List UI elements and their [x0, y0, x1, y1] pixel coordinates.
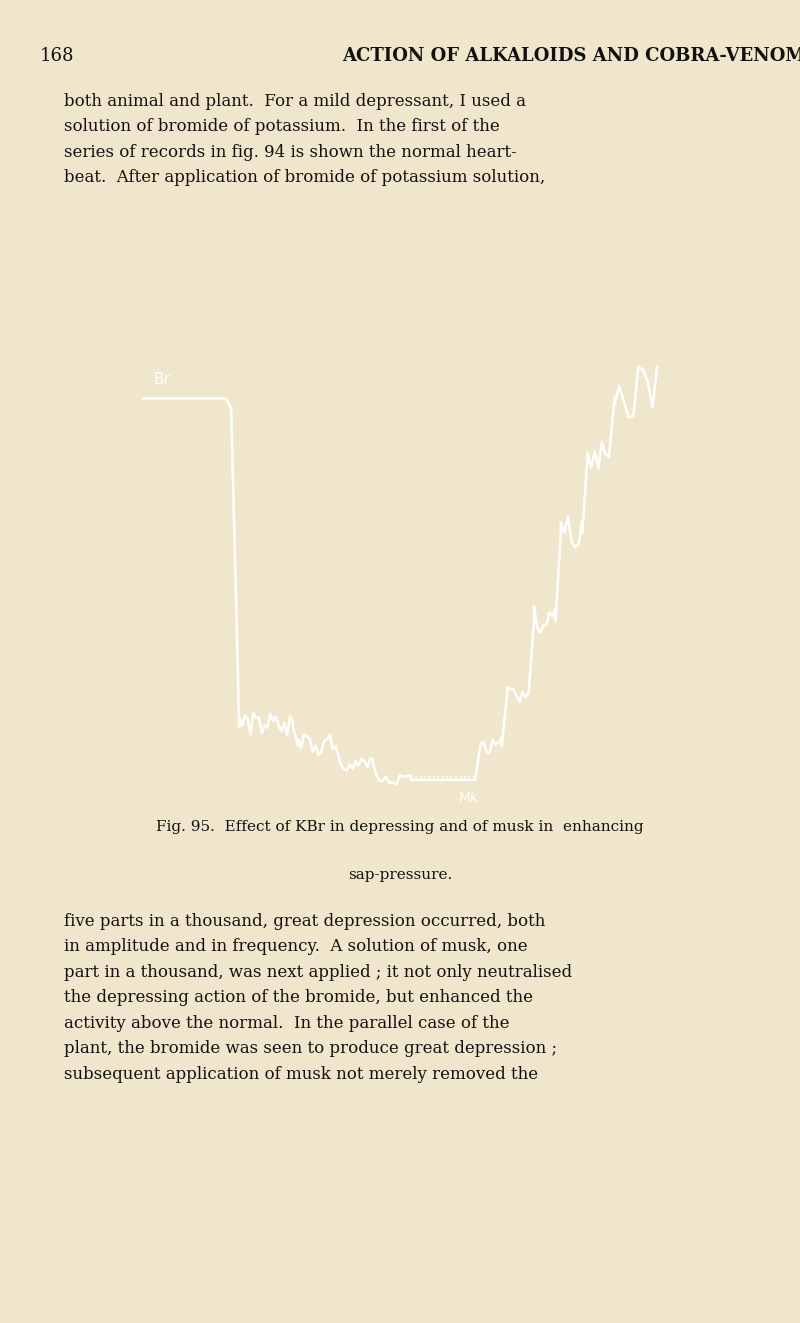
Text: Mk: Mk — [459, 791, 479, 804]
Text: five parts in a thousand, great depression occurred, both
in amplitude and in fr: five parts in a thousand, great depressi… — [64, 913, 572, 1082]
Text: ACTION OF ALKALOIDS AND COBRA-VENOM: ACTION OF ALKALOIDS AND COBRA-VENOM — [342, 48, 800, 65]
Text: Fig. 95.  Effect of KBr in depressing and of musk in  enhancing: Fig. 95. Effect of KBr in depressing and… — [156, 820, 644, 835]
Text: sap-pressure.: sap-pressure. — [348, 868, 452, 881]
Text: both animal and plant.  For a mild depressant, I used a
solution of bromide of p: both animal and plant. For a mild depres… — [64, 93, 546, 187]
Text: Br: Br — [154, 372, 170, 386]
Text: 168: 168 — [40, 48, 74, 65]
